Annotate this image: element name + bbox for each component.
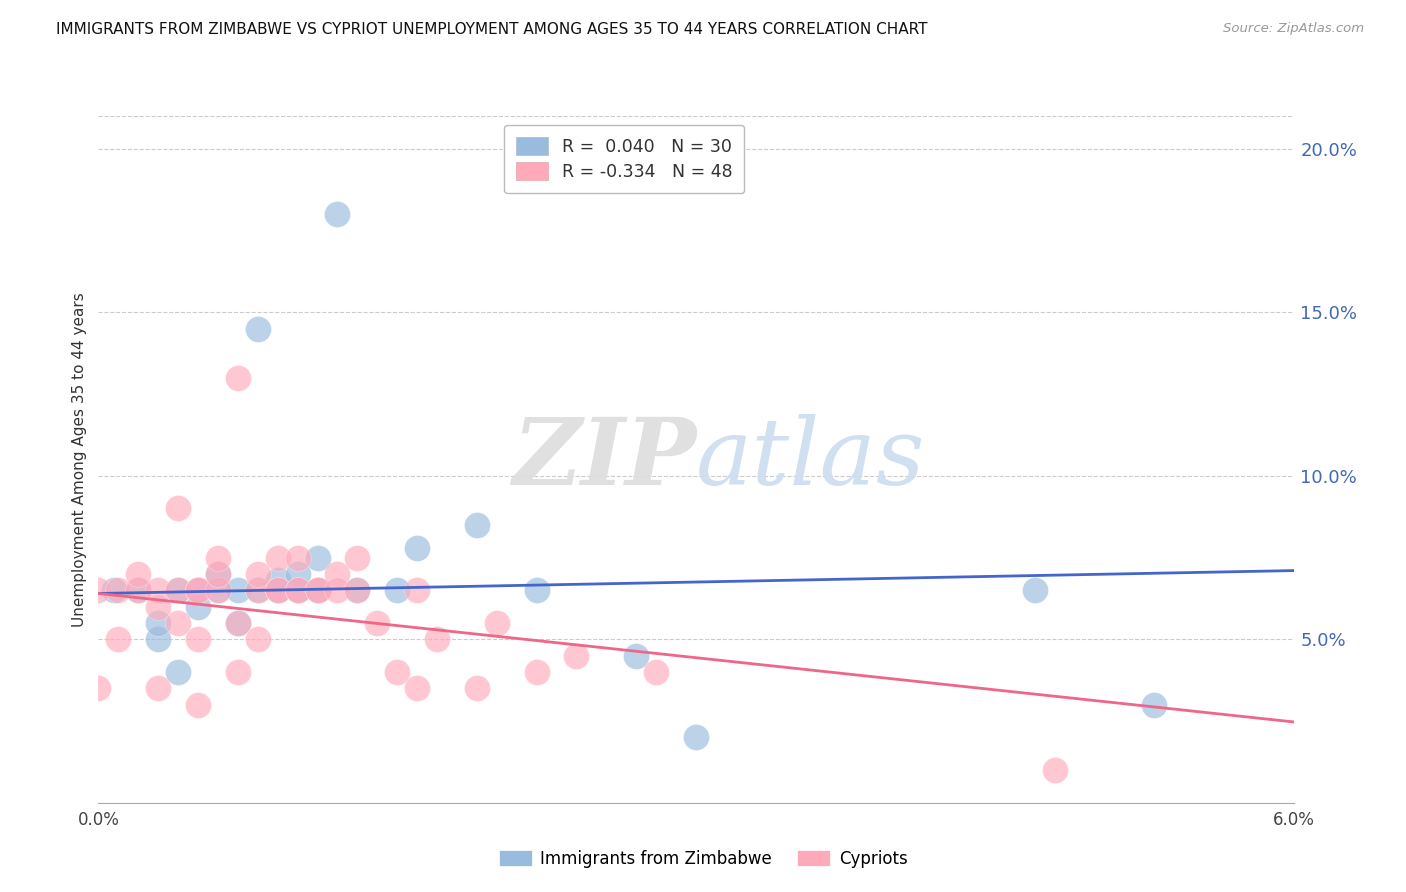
Point bbox=[187, 583, 209, 598]
Point bbox=[187, 698, 209, 712]
Point bbox=[307, 583, 329, 598]
Point bbox=[485, 615, 508, 630]
Point bbox=[426, 632, 449, 647]
Point bbox=[685, 731, 707, 745]
Point bbox=[127, 583, 149, 598]
Point bbox=[226, 615, 249, 630]
Point bbox=[1043, 763, 1066, 777]
Point bbox=[148, 599, 170, 614]
Point bbox=[226, 615, 249, 630]
Point bbox=[326, 566, 349, 581]
Point bbox=[207, 566, 229, 581]
Y-axis label: Unemployment Among Ages 35 to 44 years: Unemployment Among Ages 35 to 44 years bbox=[72, 292, 87, 627]
Point bbox=[267, 574, 290, 588]
Point bbox=[148, 632, 170, 647]
Point bbox=[465, 517, 488, 532]
Point bbox=[346, 550, 368, 565]
Point bbox=[406, 681, 429, 696]
Point bbox=[207, 583, 229, 598]
Point bbox=[267, 583, 290, 598]
Point bbox=[526, 583, 548, 598]
Text: IMMIGRANTS FROM ZIMBABWE VS CYPRIOT UNEMPLOYMENT AMONG AGES 35 TO 44 YEARS CORRE: IMMIGRANTS FROM ZIMBABWE VS CYPRIOT UNEM… bbox=[56, 22, 928, 37]
Point bbox=[207, 583, 229, 598]
Point bbox=[465, 681, 488, 696]
Point bbox=[307, 583, 329, 598]
Point bbox=[226, 665, 249, 679]
Point bbox=[167, 583, 190, 598]
Point bbox=[127, 566, 149, 581]
Point bbox=[187, 599, 209, 614]
Point bbox=[167, 615, 190, 630]
Point bbox=[267, 583, 290, 598]
Point bbox=[167, 501, 190, 516]
Point bbox=[1024, 583, 1046, 598]
Point bbox=[103, 583, 125, 598]
Point bbox=[287, 583, 309, 598]
Point bbox=[406, 583, 429, 598]
Point bbox=[307, 550, 329, 565]
Point bbox=[167, 583, 190, 598]
Point bbox=[167, 665, 190, 679]
Point bbox=[366, 615, 388, 630]
Point bbox=[626, 648, 648, 663]
Text: Source: ZipAtlas.com: Source: ZipAtlas.com bbox=[1223, 22, 1364, 36]
Point bbox=[406, 541, 429, 555]
Point bbox=[207, 566, 229, 581]
Point bbox=[187, 632, 209, 647]
Point bbox=[287, 583, 309, 598]
Point bbox=[246, 566, 269, 581]
Point bbox=[287, 550, 309, 565]
Point bbox=[1143, 698, 1166, 712]
Point bbox=[246, 583, 269, 598]
Point bbox=[226, 583, 249, 598]
Legend: Immigrants from Zimbabwe, Cypriots: Immigrants from Zimbabwe, Cypriots bbox=[492, 844, 914, 875]
Point bbox=[187, 583, 209, 598]
Point bbox=[148, 615, 170, 630]
Point bbox=[107, 632, 129, 647]
Point bbox=[346, 583, 368, 598]
Point bbox=[267, 550, 290, 565]
Point bbox=[346, 583, 368, 598]
Legend: R =  0.040   N = 30, R = -0.334   N = 48: R = 0.040 N = 30, R = -0.334 N = 48 bbox=[505, 125, 744, 194]
Point bbox=[207, 550, 229, 565]
Point bbox=[87, 681, 110, 696]
Point bbox=[326, 583, 349, 598]
Point bbox=[148, 681, 170, 696]
Point bbox=[526, 665, 548, 679]
Point bbox=[307, 583, 329, 598]
Point bbox=[267, 583, 290, 598]
Point bbox=[246, 321, 269, 335]
Point bbox=[187, 583, 209, 598]
Text: atlas: atlas bbox=[696, 415, 925, 504]
Point bbox=[226, 370, 249, 384]
Point bbox=[385, 665, 409, 679]
Point bbox=[127, 583, 149, 598]
Point bbox=[107, 583, 129, 598]
Point bbox=[287, 566, 309, 581]
Point bbox=[246, 583, 269, 598]
Point bbox=[287, 583, 309, 598]
Point bbox=[148, 583, 170, 598]
Text: ZIP: ZIP bbox=[512, 415, 696, 504]
Point bbox=[246, 632, 269, 647]
Point bbox=[385, 583, 409, 598]
Point bbox=[87, 583, 110, 598]
Point bbox=[565, 648, 588, 663]
Point bbox=[645, 665, 668, 679]
Point bbox=[326, 207, 349, 221]
